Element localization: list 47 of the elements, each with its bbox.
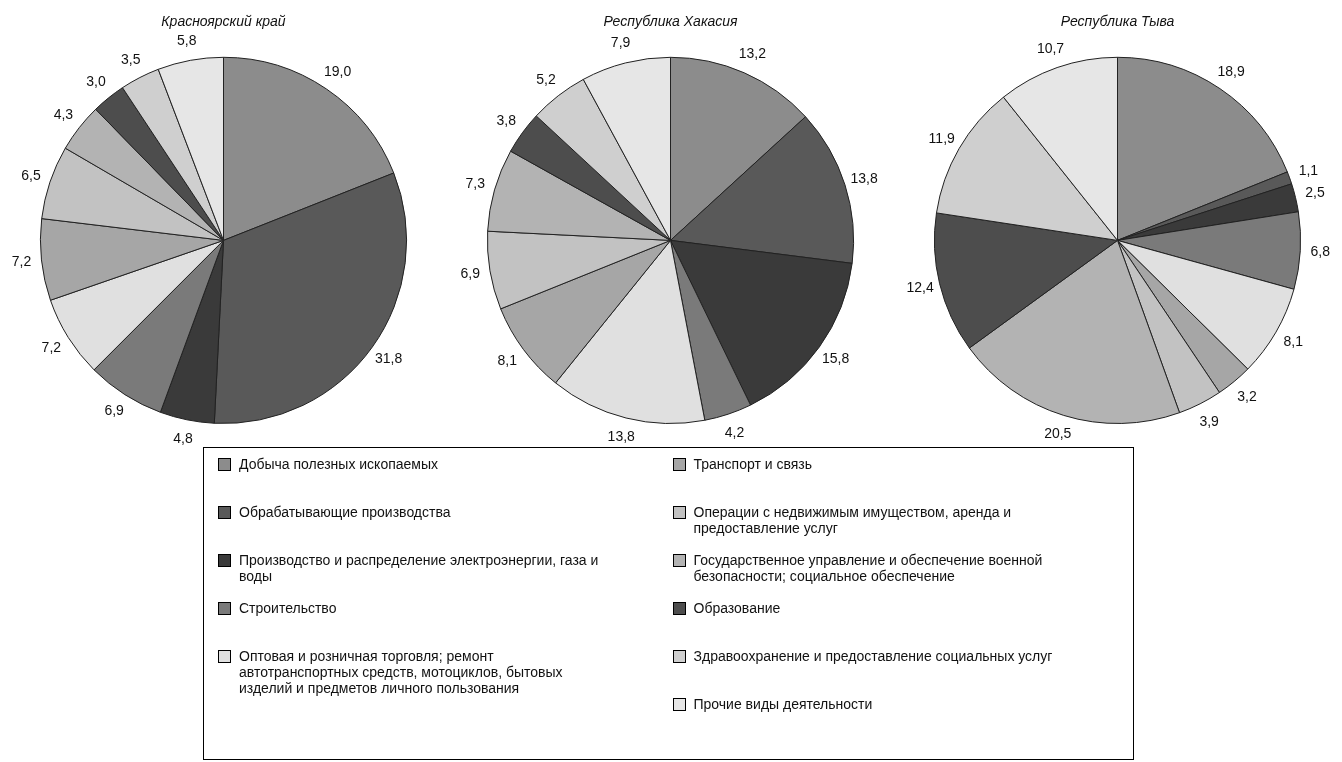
- data-label: 5,8: [176, 31, 197, 48]
- legend-label: Обрабатывающие производства: [239, 504, 451, 520]
- data-label: 4,8: [173, 430, 193, 447]
- data-label: 12,4: [906, 279, 934, 296]
- legend-label: Прочие виды деятельности: [693, 696, 873, 712]
- data-label: 6,9: [460, 264, 481, 281]
- data-label: 8,1: [497, 352, 518, 369]
- data-label: 7,2: [41, 339, 62, 356]
- data-label: 13,8: [850, 169, 878, 186]
- data-label: 19,0: [324, 63, 352, 80]
- data-label: 3,2: [1237, 387, 1257, 404]
- data-label: 1,1: [1298, 161, 1319, 178]
- chart-title: Республика Хакасия: [603, 13, 739, 30]
- data-label: 13,2: [738, 45, 767, 62]
- data-label: 3,5: [120, 50, 141, 67]
- data-label: 10,7: [1036, 39, 1065, 56]
- data-label: 3,0: [86, 73, 106, 90]
- legend-label: Операции с недвижимым имуществом, аренда и предоставление услуг: [693, 504, 1013, 536]
- data-label: 6,5: [21, 166, 41, 183]
- legend-label: Добыча полезных ископаемых: [239, 456, 439, 472]
- legend-label: Строительство: [239, 600, 337, 616]
- data-label: 8,1: [1283, 332, 1304, 349]
- data-label: 7,3: [465, 175, 486, 192]
- legend-label: Здравоохранение и предоставление социальных услуг: [693, 648, 1053, 664]
- data-label: 15,8: [821, 349, 850, 366]
- data-label: 13,8: [607, 428, 636, 445]
- data-label: 20,5: [1044, 425, 1072, 442]
- data-label: 7,9: [610, 34, 631, 51]
- data-label: 4,3: [53, 106, 74, 123]
- legend-label: Транспорт и связь: [693, 456, 813, 472]
- legend-label: Образование: [693, 600, 781, 616]
- data-label: 7,2: [11, 252, 32, 269]
- data-label: 31,8: [374, 349, 403, 366]
- legend-label: Производство и распределение электроэнергии, газа и воды: [239, 552, 599, 584]
- data-label: 3,8: [496, 111, 517, 128]
- chart-title: Красноярский край: [161, 13, 286, 30]
- data-label: 2,5: [1305, 183, 1325, 200]
- data-label: 4,2: [724, 424, 745, 441]
- legend-label: Оптовая и розничная торговля; ремонт автотранспортных средств, мотоциклов, бытовых изделий и предметов личного пользования: [239, 648, 564, 696]
- data-label: 11,9: [928, 129, 956, 146]
- data-label: 6,9: [104, 402, 125, 419]
- data-label: 6,8: [1310, 242, 1331, 259]
- chart-title: Республика Тыва: [1060, 13, 1175, 30]
- data-label: 18,9: [1217, 62, 1245, 79]
- legend-label: Государственное управление и обеспечение военной безопасности; социальное обеспечение: [693, 552, 1044, 584]
- data-label: 3,9: [1199, 412, 1220, 429]
- data-label: 5,2: [536, 70, 556, 87]
